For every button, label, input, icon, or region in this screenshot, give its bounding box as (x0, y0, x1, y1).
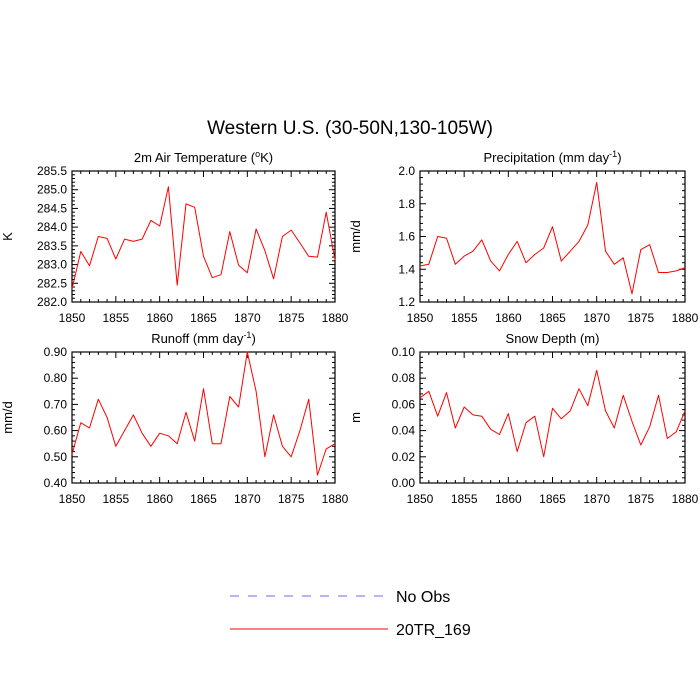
air-temperature-y-axis-label: K (0, 232, 15, 241)
snow-depth-x-tick-label: 1880 (672, 492, 699, 506)
air-temperature-y-tick-label: 285.5 (37, 164, 67, 178)
precipitation-x-tick-label: 1855 (451, 311, 478, 325)
panel-precipitation: Precipitation (mm day-1) mm/d 1850 1855 1860… (348, 149, 699, 325)
air-temperature-x-tick-label: 1865 (190, 311, 217, 325)
snow-depth-x-tick-label: 1850 (407, 492, 434, 506)
snow-depth-y-tick-label: 0.04 (392, 424, 416, 438)
legend-item-20tr-169: 20TR_169 (230, 622, 471, 639)
legend: No Obs 20TR_169 (230, 589, 471, 639)
snow-depth-panel-title: Snow Depth (m) (506, 331, 600, 346)
runoff-y-tick-label: 0.50 (44, 450, 68, 464)
air-temperature-y-tick-label: 282.5 (37, 276, 67, 290)
snow-depth-x-tick-label: 1860 (495, 492, 522, 506)
figure-title: Western U.S. (30-50N,130-105W) (207, 118, 493, 139)
snow-depth-y-tick-label: 0.06 (392, 397, 416, 411)
air-temperature-y-tick-label: 283.5 (37, 239, 67, 253)
runoff-x-tick-label: 1860 (146, 492, 173, 506)
snow-depth-x-tick-label: 1855 (451, 492, 478, 506)
runoff-y-tick-label: 0.80 (44, 371, 68, 385)
precipitation-x-tick-label: 1850 (407, 311, 434, 325)
runoff-panel-title: Runoff (mm day-1) (151, 330, 256, 346)
precipitation-x-tick-label: 1860 (495, 311, 522, 325)
air-temperature-x-tick-label: 1875 (278, 311, 305, 325)
runoff-y-tick-label: 0.60 (44, 424, 68, 438)
precipitation-x-tick-label: 1865 (539, 311, 566, 325)
precipitation-x-tick-label: 1875 (627, 311, 654, 325)
precipitation-y-tick-label: 1.8 (398, 197, 415, 211)
snow-depth-y-tick-label: 0.02 (392, 450, 416, 464)
air-temperature-y-tick-label: 282.0 (37, 295, 67, 309)
air-temperature-y-tick-label: 285.0 (37, 183, 67, 197)
precipitation-y-tick-label: 1.4 (398, 262, 415, 276)
runoff-plot-frame (71, 351, 336, 484)
legend-item-no-obs: No Obs (230, 589, 450, 606)
air-temperature-x-tick-label: 1870 (234, 311, 261, 325)
runoff-y-tick-label: 0.70 (44, 397, 68, 411)
legend-label-no-obs: No Obs (396, 589, 450, 606)
precipitation-x-tick-label: 1870 (583, 311, 610, 325)
legend-label-20tr-169: 20TR_169 (396, 622, 471, 639)
air-temperature-x-tick-label: 1850 (59, 311, 86, 325)
air-temperature-y-tick-label: 284.5 (37, 201, 67, 215)
precipitation-plot-frame (419, 170, 686, 303)
runoff-x-tick-label: 1855 (102, 492, 129, 506)
precipitation-y-tick-label: 1.2 (398, 295, 415, 309)
air-temperature-y-tick-label: 283.0 (37, 258, 67, 272)
runoff-y-axis-label: mm/d (0, 401, 15, 434)
snow-depth-y-axis-label: m (348, 412, 363, 423)
air-temperature-x-tick-label: 1880 (322, 311, 349, 325)
snow-depth-x-tick-label: 1875 (627, 492, 654, 506)
air-temperature-x-tick-label: 1855 (102, 311, 129, 325)
air-temperature-y-tick-label: 284.0 (37, 220, 67, 234)
runoff-series-line (71, 351, 336, 476)
runoff-x-tick-label: 1880 (322, 492, 349, 506)
runoff-x-tick-label: 1875 (278, 492, 305, 506)
snow-depth-y-tick-label: 0.08 (392, 371, 416, 385)
panel-runoff: Runoff (mm day-1) mm/d 1850 1855 1860 1865 187… (0, 330, 349, 506)
precipitation-y-tick-label: 1.6 (398, 230, 415, 244)
runoff-x-tick-label: 1865 (190, 492, 217, 506)
precipitation-x-tick-label: 1880 (672, 311, 699, 325)
snow-depth-series-line (419, 369, 686, 458)
snow-depth-y-tick-label: 0.00 (392, 476, 416, 490)
runoff-x-tick-label: 1850 (59, 492, 86, 506)
snow-depth-x-tick-label: 1865 (539, 492, 566, 506)
runoff-y-tick-label: 0.90 (44, 345, 68, 359)
precipitation-series-line (419, 182, 686, 295)
runoff-y-tick-label: 0.40 (44, 476, 68, 490)
air-temperature-panel-title: 2m Air Temperature (oK) (134, 149, 273, 165)
precipitation-y-tick-label: 2.0 (398, 164, 415, 178)
panel-snow-depth: Snow Depth (m) m 1850 1855 1860 1865 1870 1875 1… (348, 331, 699, 506)
precipitation-panel-title: Precipitation (mm day-1) (483, 149, 621, 165)
snow-depth-y-tick-label: 0.10 (392, 345, 416, 359)
air-temperature-series-line (71, 186, 336, 290)
panel-air-temperature: 2m Air Temperature (oK) K 1850 1855 1860 1865… (0, 149, 349, 325)
runoff-x-tick-label: 1870 (234, 492, 261, 506)
precipitation-y-axis-label: mm/d (348, 220, 363, 253)
air-temperature-x-tick-label: 1860 (146, 311, 173, 325)
snow-depth-x-tick-label: 1870 (583, 492, 610, 506)
